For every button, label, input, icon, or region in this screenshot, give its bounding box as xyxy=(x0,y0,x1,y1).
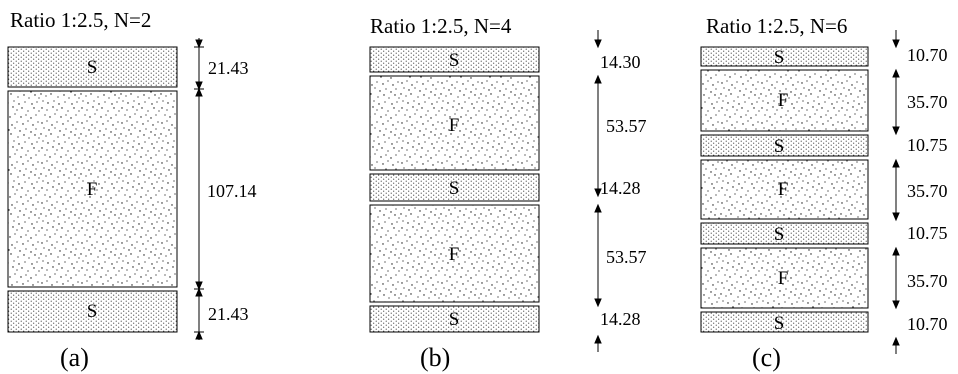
panel-b-layer-1 xyxy=(369,46,540,73)
panel-c-layer-6 xyxy=(700,247,869,309)
panel-a-layer-1-label: S xyxy=(87,57,98,78)
panel-c-dimension-3: 10.75 xyxy=(907,135,948,155)
panel-c-layer-7 xyxy=(700,311,869,333)
panel-c-dimension-line xyxy=(892,30,900,354)
panel-b-layer-5-label: S xyxy=(449,309,460,330)
panel-b-dimension-2: 53.57 xyxy=(606,116,647,136)
panel-b-layer-3 xyxy=(369,173,540,202)
panel-a-layer-2 xyxy=(7,90,178,288)
panel-c-layer-4-label: F xyxy=(778,179,789,200)
panel-a-dimension-1: 21.43 xyxy=(208,58,249,78)
panel-b-layer-2 xyxy=(369,75,540,171)
panel-a-dimension-3: 21.43 xyxy=(208,304,249,324)
panel-a-title: Ratio 1:2.5, N=2 xyxy=(10,8,151,32)
panel-c-layer-2-label: F xyxy=(778,90,789,111)
panel-b-layers: S F S F S xyxy=(369,46,540,333)
panel-b-caption: (b) xyxy=(420,343,450,372)
panel-c: Ratio 1:2.5, N=6 S F S F S F S xyxy=(700,14,948,372)
panel-b-dimension-1: 14.30 xyxy=(600,52,641,72)
panel-b-layer-1-label: S xyxy=(449,50,460,71)
panel-b-layer-4-label: F xyxy=(449,244,460,265)
panel-b-dimension-3: 14.28 xyxy=(600,178,641,198)
panel-c-layer-5 xyxy=(700,222,869,245)
panel-b-dimension-5: 14.28 xyxy=(600,309,641,329)
panel-a-layer-1 xyxy=(7,46,178,88)
panel-a-layers: S F S xyxy=(7,46,178,333)
panel-c-layer-7-label: S xyxy=(774,313,785,334)
panel-a: Ratio 1:2.5, N=2 S F S 21.43 107.14 21.4… xyxy=(7,8,257,372)
panel-a-dimension-2: 107.14 xyxy=(207,181,257,201)
panel-c-layer-2 xyxy=(700,69,869,132)
panel-c-layer-5-label: S xyxy=(774,224,785,245)
panel-c-title: Ratio 1:2.5, N=6 xyxy=(706,14,847,38)
panel-b-dimension-line xyxy=(594,30,602,352)
panel-c-dimension-5: 10.75 xyxy=(907,223,948,243)
panel-b: Ratio 1:2.5, N=4 S F S F S 14.30 53.5 xyxy=(369,14,647,372)
panel-c-dimension-2: 35.70 xyxy=(907,92,948,112)
panel-c-layer-4 xyxy=(700,159,869,220)
panel-a-layer-3 xyxy=(7,290,178,333)
panel-c-layer-1 xyxy=(700,46,869,67)
panel-c-dimension-4: 35.70 xyxy=(907,181,948,201)
panel-b-layer-3-label: S xyxy=(449,178,460,199)
panel-c-layer-6-label: F xyxy=(778,268,789,289)
panel-c-caption: (c) xyxy=(752,343,781,372)
panel-a-layer-2-label: F xyxy=(87,179,98,200)
panel-c-dimension-6: 35.70 xyxy=(907,271,948,291)
panel-b-layer-4 xyxy=(369,204,540,303)
panel-b-layer-5 xyxy=(369,305,540,333)
panel-b-title: Ratio 1:2.5, N=4 xyxy=(370,14,512,38)
panel-c-layer-3-label: S xyxy=(774,136,785,157)
panel-b-dimension-4: 53.57 xyxy=(606,247,647,267)
panel-b-layer-2-label: F xyxy=(449,115,460,136)
panel-a-layer-3-label: S xyxy=(87,301,98,322)
panel-c-layer-3 xyxy=(700,134,869,157)
panel-c-layer-1-label: S xyxy=(774,47,785,68)
panel-a-caption: (a) xyxy=(60,343,89,372)
panel-c-dimension-7: 10.70 xyxy=(907,314,948,334)
panel-c-dimension-1: 10.70 xyxy=(907,45,948,65)
panel-a-dimension-line xyxy=(194,38,204,340)
panel-c-layers: S F S F S F S xyxy=(700,46,869,334)
